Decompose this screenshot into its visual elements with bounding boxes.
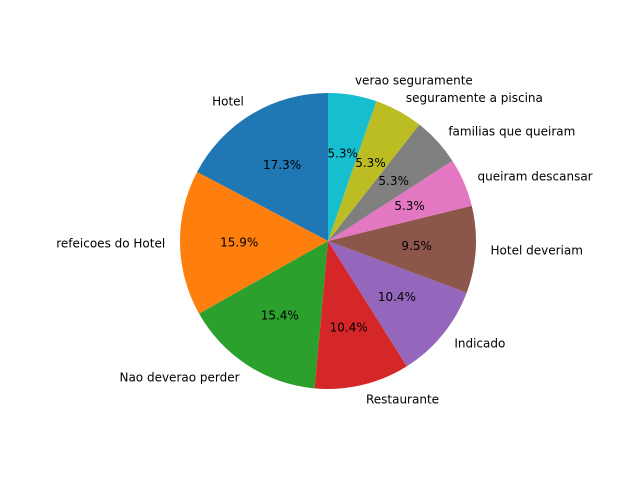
pie-labels: 17.3% Hotel 15.9% refeicoes do Hotel 15.4% Na… (56, 73, 592, 406)
slice-percent-label: 5.3% (355, 156, 386, 170)
pie-slice (180, 172, 328, 314)
slice-category-label: familias que queiram (448, 124, 575, 138)
pie-slice (328, 205, 477, 293)
pie-slice (328, 124, 453, 241)
pie-slice (328, 160, 472, 241)
pie-slice (197, 93, 328, 241)
pie-slice (199, 241, 328, 389)
slice-percent-label: 9.5% (401, 239, 432, 253)
slice-percent-label: 15.9% (220, 235, 258, 249)
slice-percent-label: 5.3% (394, 199, 425, 213)
slice-percent-label: 15.4% (261, 309, 299, 323)
pie-slice (328, 241, 467, 367)
pie-slice (328, 101, 420, 241)
slice-category-label: Indicado (454, 337, 505, 351)
pie-slice (328, 93, 377, 241)
pie-slice (314, 241, 407, 389)
slice-category-label: Hotel deveriam (491, 243, 583, 257)
slice-percent-label: 5.3% (378, 174, 409, 188)
slice-category-label: Hotel (212, 95, 244, 109)
slice-category-label: verao seguramente (355, 73, 473, 87)
slice-category-label: refeicoes do Hotel (56, 236, 165, 250)
slice-percent-label: 5.3% (327, 146, 358, 160)
slice-percent-label: 10.4% (378, 290, 416, 304)
slice-category-label: queiram descansar (478, 170, 593, 184)
slice-percent-label: 17.3% (263, 158, 301, 172)
slice-category-label: seguramente a piscina (406, 91, 543, 105)
slice-percent-label: 10.4% (330, 320, 368, 334)
slice-category-label: Restaurante (366, 392, 439, 406)
pie-slices (180, 93, 477, 389)
slice-category-label: Nao deverao perder (119, 371, 239, 385)
